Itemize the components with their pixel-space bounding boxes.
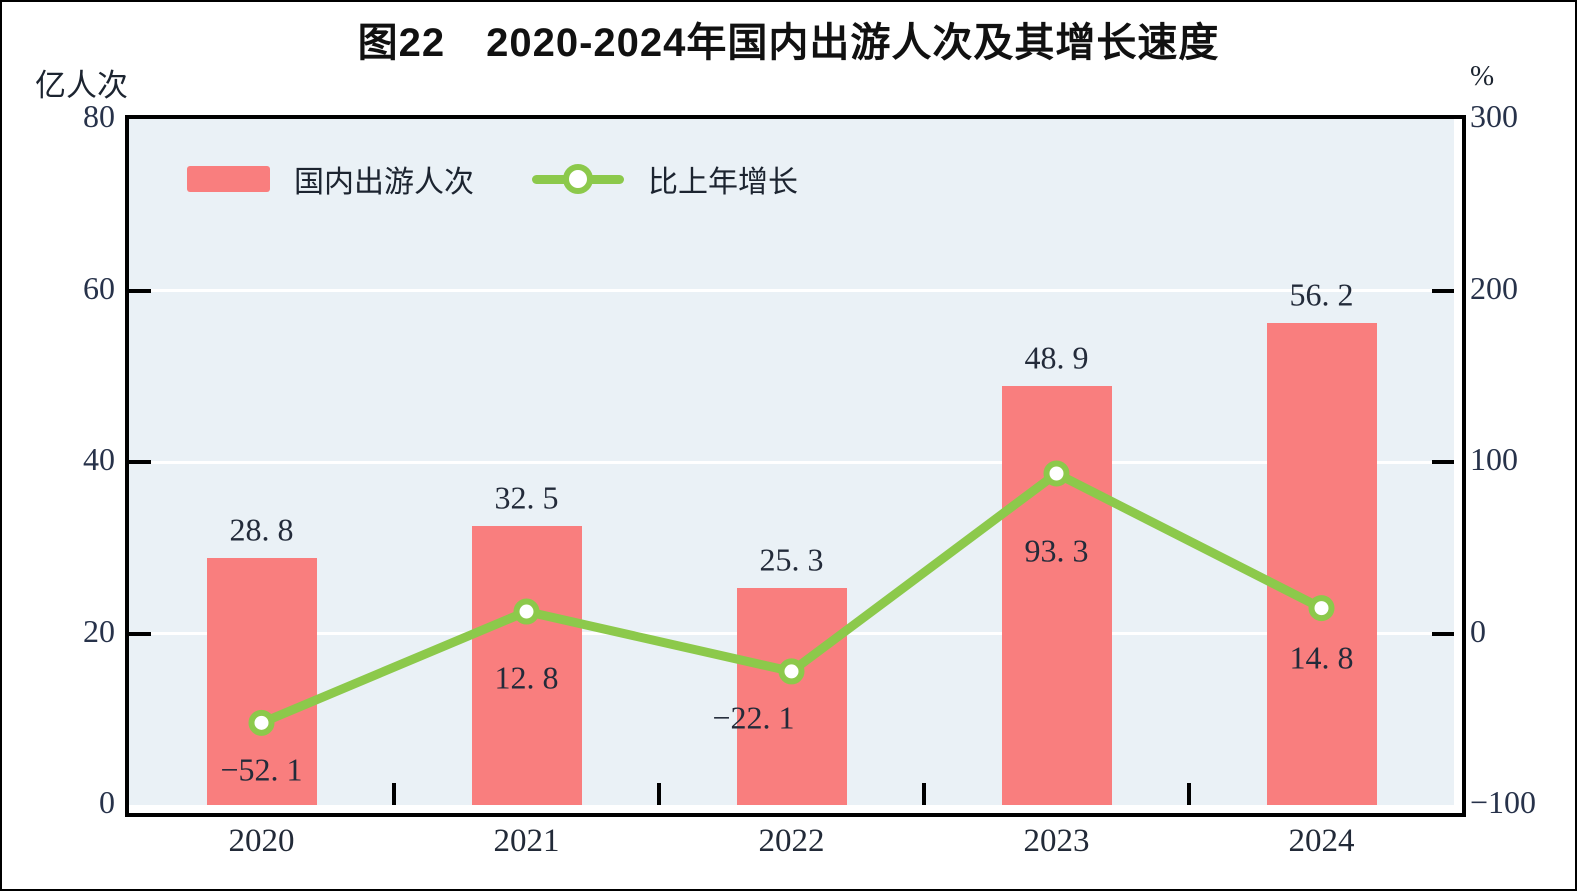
- left-axis-tick: [129, 288, 151, 293]
- line-marker-2021: [513, 598, 540, 625]
- left-axis-tick: [129, 631, 151, 636]
- growth-line-series: [248, 460, 1335, 736]
- line-legend-point-icon: [563, 164, 593, 194]
- line-marker-2022: [778, 658, 805, 685]
- bar-value-label: 56. 2: [1289, 276, 1354, 313]
- line-value-label: −22. 1: [712, 699, 795, 736]
- x-axis-category-label: 2021: [493, 823, 560, 859]
- line-marker-2023: [1043, 460, 1070, 487]
- left-axis-tick-label: 0: [99, 784, 115, 820]
- line-value-label: −52. 1: [220, 751, 303, 788]
- right-axis-tick-label: 0: [1470, 612, 1486, 649]
- line-marker-2020: [248, 709, 275, 736]
- chart-legend: 国内出游人次 比上年增长: [187, 157, 798, 201]
- x-axis-category-label: 2023: [1023, 823, 1090, 859]
- right-axis-tick: [1432, 288, 1454, 293]
- left-axis-tick-label: 60: [83, 269, 115, 306]
- left-axis-tick: [129, 460, 151, 464]
- right-axis-tick-label: −100: [1470, 784, 1537, 820]
- chart-title: 图22 2020-2024年国内出游人次及其增长速度: [357, 21, 1220, 65]
- gridline: [129, 460, 1454, 464]
- line-series-legend-label: 比上年增长: [648, 166, 798, 199]
- growth-line-path: [257, 468, 1326, 728]
- bar-2023: [1001, 385, 1112, 805]
- x-axis-category-label: 2022: [758, 823, 825, 859]
- right-axis-tick-label: 200: [1470, 269, 1518, 306]
- line-marker-2024: [1308, 595, 1335, 622]
- bar-2021: [471, 526, 582, 805]
- line-series-legend-marker: [532, 164, 624, 194]
- x-axis-tick: [922, 783, 926, 805]
- bar-2022: [736, 588, 847, 805]
- plot-area: 28. 8 32. 5 25. 3 48. 9 56. 2 −52. 1 12. 8 −22.…: [129, 119, 1454, 805]
- right-axis-tick-label: 100: [1470, 441, 1518, 477]
- left-axis-tick-label: 80: [83, 98, 115, 134]
- line-value-label: 14. 8: [1289, 639, 1354, 676]
- bar-value-label: 48. 9: [1024, 339, 1089, 376]
- x-axis-category-label: 2020: [228, 823, 295, 859]
- line-value-label: 93. 3: [1024, 532, 1089, 569]
- x-axis-category-label: 2024: [1288, 823, 1355, 859]
- right-axis-unit-label: %: [1470, 60, 1495, 92]
- bar-2024: [1266, 323, 1377, 805]
- x-axis-tick: [657, 783, 661, 805]
- x-axis-tick: [392, 783, 396, 805]
- left-axis-tick-label: 40: [83, 441, 115, 477]
- right-axis-tick: [1432, 631, 1454, 636]
- bar-value-label: 32. 5: [494, 479, 559, 516]
- line-value-label: 12. 8: [494, 659, 559, 696]
- bar-series-legend-swatch: [187, 166, 270, 192]
- left-axis-tick-label: 20: [83, 612, 115, 649]
- bar-series-legend-label: 国内出游人次: [294, 166, 474, 199]
- right-axis-tick: [1432, 460, 1454, 464]
- right-axis-tick-label: 300: [1470, 98, 1518, 134]
- bar-value-label: 25. 3: [759, 541, 824, 578]
- bar-value-label: 28. 8: [229, 511, 294, 548]
- bar-2020: [206, 558, 317, 805]
- gridline: [129, 289, 1454, 292]
- left-axis-unit-label: 亿人次: [35, 68, 128, 103]
- x-axis-tick: [1187, 783, 1191, 805]
